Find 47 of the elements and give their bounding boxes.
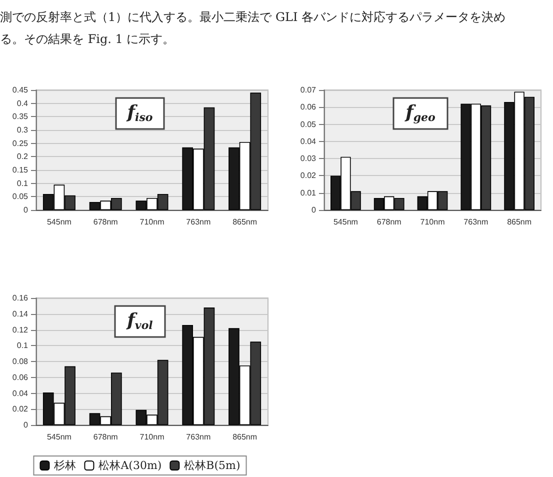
y-tick-label: 0 — [312, 206, 317, 214]
y-tick-label: 0.3 — [16, 126, 29, 134]
y-tick-label: 0.14 — [12, 309, 29, 318]
y-tick-label: 0.15 — [12, 166, 29, 174]
y-tick-label: 0.08 — [12, 357, 29, 366]
y-tick-label: 0.2 — [16, 152, 29, 162]
text: る。その結果を Fig. 1 に示す。 — [0, 31, 176, 48]
y-tick-label: 0.03 — [300, 154, 317, 164]
y-tick-label: 0.16 — [12, 294, 29, 302]
x-tick-label: 545nm — [46, 432, 72, 442]
legend-label: 杉林 — [53, 459, 76, 472]
y-tick-label: 0 — [24, 206, 29, 214]
x-tick-label: 763nm — [186, 432, 211, 442]
x-tick-label: 865nm — [232, 218, 258, 226]
x-tick-label: 678nm — [93, 218, 118, 226]
y-tick-label: 0.1 — [16, 341, 29, 350]
y-tick-label: 0.07 — [300, 86, 317, 94]
y-tick-label: 0.1 — [16, 178, 29, 188]
x-tick-label: 710nm — [420, 218, 446, 226]
x-tick-label: 710nm — [140, 218, 165, 226]
x-tick-label: 865nm — [507, 218, 532, 226]
y-tick-label: 0.25 — [12, 138, 29, 148]
x-tick-label: 763nm — [186, 218, 211, 226]
x-tick-label: 678nm — [376, 218, 402, 226]
y-tick-label: 0.06 — [300, 102, 317, 112]
y-tick-label: 0 — [24, 420, 29, 430]
y-tick-label: 0.04 — [300, 136, 317, 146]
y-tick-label: 0.02 — [300, 171, 317, 180]
y-tick-label: 0.06 — [12, 372, 29, 382]
x-tick-label: 545nm — [46, 218, 72, 226]
y-tick-label: 0.45 — [12, 86, 29, 94]
y-tick-label: 0.35 — [12, 112, 29, 122]
y-tick-label: 0.05 — [300, 120, 317, 129]
x-tick-label: 678nm — [93, 432, 118, 442]
y-tick-label: 0.01 — [300, 188, 317, 198]
y-tick-label: 0.02 — [12, 404, 29, 414]
x-tick-label: 865nm — [232, 432, 258, 442]
legend-label: 松林B(5m) — [184, 459, 240, 472]
y-tick-label: 0.4 — [16, 98, 29, 108]
x-tick-label: 545nm — [333, 218, 358, 226]
y-tick-label: 0.12 — [12, 325, 29, 334]
y-tick-label: 0.04 — [12, 388, 29, 398]
x-tick-label: 763nm — [464, 218, 488, 226]
x-tick-label: 710nm — [140, 432, 165, 442]
legend-label: 松林A(30m) — [98, 459, 162, 472]
text: 測での反射率と式（1）に代入する。最小二乗法で GLI 各バンドに対応するパラメータを決め — [0, 9, 506, 26]
y-tick-label: 0.05 — [12, 192, 29, 202]
